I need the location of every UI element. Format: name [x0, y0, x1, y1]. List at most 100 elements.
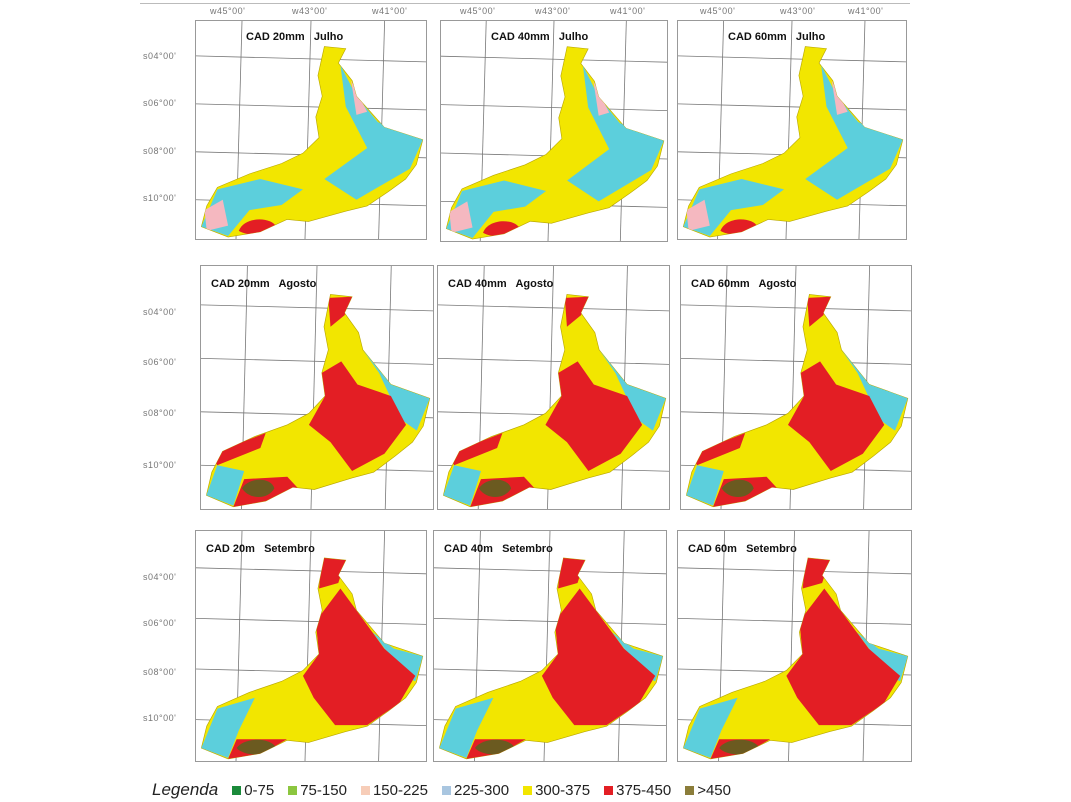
map-panel: CAD 20m Setembro: [195, 530, 427, 762]
water-deficit-region: [478, 479, 512, 498]
water-deficit-region: [686, 199, 710, 231]
water-deficit-region: [308, 361, 407, 472]
water-deficit-region: [242, 479, 275, 498]
water-deficit-region: [805, 65, 903, 200]
legend-item: 225-300: [442, 782, 509, 799]
map-panel: CAD 40m Setembro: [433, 530, 667, 762]
latitude-label: s06°00': [143, 618, 177, 628]
parallel-line: [441, 104, 667, 111]
legend-label: 150-225: [372, 781, 428, 799]
legend-label: 225-300: [454, 781, 510, 799]
map-panel: CAD 60m Setembro: [677, 530, 912, 762]
legend-swatch: [604, 785, 614, 795]
piaui-map: [441, 21, 667, 241]
parallel-line: [678, 567, 911, 575]
water-deficit-region: [302, 588, 416, 726]
legend-item: 150-225: [360, 781, 428, 799]
panel-title: CAD 40m Setembro: [444, 543, 553, 555]
map-panel: CAD 20mm Agosto: [200, 265, 434, 510]
map-panel: CAD 40mm Agosto: [437, 265, 670, 510]
parallel-line: [678, 103, 906, 111]
water-deficit-region: [802, 557, 830, 589]
parallel-line: [434, 618, 666, 625]
legend-swatch: [288, 785, 298, 795]
map-panel: CAD 60mm Agosto: [680, 265, 912, 510]
water-deficit-region: [841, 349, 908, 431]
legend-item: 300-375: [523, 782, 590, 799]
piaui-map: [438, 266, 669, 509]
parallel-line: [201, 304, 433, 312]
legend-label: 375-450: [616, 781, 672, 799]
panel-title: CAD 20mm Agosto: [211, 278, 317, 290]
legend-swatch: [685, 785, 695, 795]
water-deficit-region: [324, 65, 423, 200]
parallel-line: [196, 103, 426, 111]
water-deficit-region: [721, 479, 754, 498]
water-deficit-region: [564, 296, 589, 327]
water-deficit-region: [328, 296, 353, 327]
water-deficit-region: [599, 349, 666, 431]
water-deficit-region: [211, 432, 266, 466]
water-deficit-region: [683, 697, 738, 758]
legend-label: 75-150: [300, 781, 347, 799]
water-deficit-region: [686, 465, 724, 506]
legend-item: 375-450: [604, 782, 671, 799]
latitude-label: s10°00': [143, 193, 177, 203]
legend-item: 0-75: [232, 782, 274, 799]
water-deficit-region: [439, 697, 494, 758]
top-rule: [140, 3, 910, 4]
latitude-label: s04°00': [143, 572, 177, 582]
legend-label: >450: [697, 781, 731, 799]
legend-title: Legenda: [152, 780, 219, 799]
parallel-line: [196, 618, 426, 625]
latitude-label: s08°00': [143, 146, 177, 156]
latitude-label: s04°00': [143, 51, 177, 61]
map-panel: CAD 20mm Julho: [195, 20, 427, 240]
water-deficit-region: [362, 349, 430, 431]
water-deficit-region: [807, 296, 831, 327]
water-deficit-region: [545, 361, 643, 472]
water-deficit-region: [449, 201, 473, 233]
water-deficit-region: [541, 588, 656, 726]
longitude-label: w41°00': [848, 6, 884, 16]
parallel-line: [441, 55, 667, 63]
legend-item: >450: [685, 782, 731, 799]
latitude-label: s10°00': [143, 460, 177, 470]
legend-swatch: [360, 785, 370, 795]
water-deficit-region: [204, 199, 229, 231]
legend: Legenda 0-75 75-150 150-225 225-300 300-375 3…: [152, 780, 731, 800]
piaui-map: [678, 531, 911, 761]
water-deficit-region: [448, 432, 503, 466]
parallel-line: [678, 55, 906, 63]
legend-item: 75-150: [288, 782, 347, 799]
piaui-map: [196, 21, 426, 239]
water-deficit-region: [786, 588, 901, 726]
panel-title: CAD 20mm Julho: [246, 31, 344, 43]
water-deficit-region: [787, 361, 885, 472]
water-deficit-region: [558, 557, 586, 589]
longitude-label: w45°00': [460, 6, 496, 16]
parallel-line: [681, 304, 911, 312]
map-panel: CAD 60mm Julho: [677, 20, 907, 240]
latitude-label: s08°00': [143, 408, 177, 418]
longitude-label: w41°00': [372, 6, 408, 16]
water-deficit-region: [372, 632, 423, 682]
latitude-label: s08°00': [143, 667, 177, 677]
legend-swatch: [523, 785, 533, 795]
longitude-label: w45°00': [210, 6, 246, 16]
panel-title: CAD 40mm Agosto: [448, 278, 554, 290]
water-deficit-region: [206, 465, 245, 506]
longitude-label: w43°00': [292, 6, 328, 16]
parallel-line: [196, 567, 426, 575]
water-deficit-region: [443, 465, 481, 506]
water-deficit-region: [856, 632, 908, 682]
legend-label: 0-75: [244, 781, 275, 799]
longitude-label: w45°00': [700, 6, 736, 16]
parallel-line: [678, 618, 911, 625]
longitude-label: w43°00': [780, 6, 816, 16]
panel-title: CAD 40mm Julho: [491, 31, 589, 43]
legend-swatch: [442, 785, 451, 795]
panel-title: CAD 60mm Agosto: [691, 278, 797, 290]
panel-title: CAD 60mm Julho: [728, 31, 826, 43]
piaui-map: [434, 531, 666, 761]
